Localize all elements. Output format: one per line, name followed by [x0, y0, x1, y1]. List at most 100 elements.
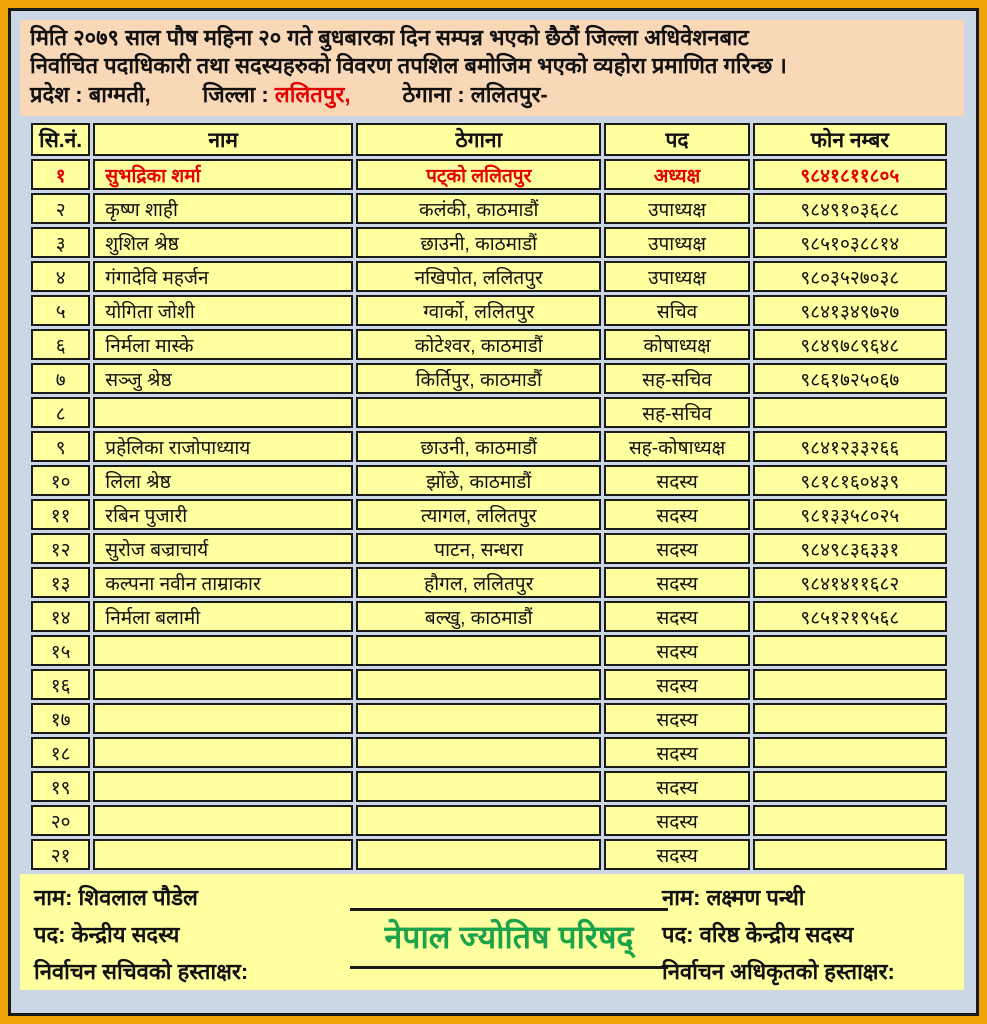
serial-cell: ७ [31, 363, 91, 394]
position-cell: कोषाध्यक्ष [604, 329, 750, 360]
address-cell: ग्वार्को, ललितपुर [356, 295, 602, 326]
position-cell: सदस्य [604, 737, 750, 768]
position-cell: सदस्य [604, 805, 750, 836]
phone-cell: ९८४९७८९६४८ [752, 329, 947, 360]
position-cell: सदस्य [604, 771, 750, 802]
secretary-name: नाम: शिवलाल पौडेल [34, 885, 198, 910]
address-cell [356, 397, 602, 428]
phone-cell [752, 397, 947, 428]
header-line-1: मिति २०७९ साल पौष महिना २० गते बुधबारका … [30, 25, 749, 50]
name-cell: सुभद्रिका शर्मा [93, 159, 354, 190]
column-header-name: नाम [93, 123, 354, 156]
name-cell: शुशिल श्रेष्ठ [93, 227, 354, 258]
header-line-2: निर्वाचित पदाधिकारी तथा सदस्यहरुको विवरण… [30, 53, 787, 78]
name-cell [93, 669, 354, 700]
address-cell: किर्तिपुर, काठमाडौं [356, 363, 602, 394]
position-cell: सह-सचिव [604, 397, 750, 428]
serial-cell: १४ [31, 601, 91, 632]
district-value: ललितपुर, [274, 82, 351, 107]
address-cell [356, 771, 602, 802]
phone-cell [752, 737, 947, 768]
name-cell [93, 737, 354, 768]
table-row: १९ सदस्य [31, 771, 947, 802]
phone-cell: ९८१३३५८०२५ [752, 499, 947, 530]
address-cell: छाउनी, काठमाडौं [356, 431, 602, 462]
position-cell: उपाध्यक्ष [604, 261, 750, 292]
name-cell [93, 839, 354, 870]
table-row: ३ शुशिल श्रेष्ठ छाउनी, काठमाडौं उपाध्यक्ष ९८… [31, 227, 947, 258]
officer-signature-label: निर्वाचन अधिकृतको हस्ताक्षर: [662, 959, 895, 984]
name-cell: सञ्जु श्रेष्ठ [93, 363, 354, 394]
phone-cell: ९८०३५२७०३८ [752, 261, 947, 292]
phone-cell: ९८५१०३८८१४ [752, 227, 947, 258]
name-cell [93, 635, 354, 666]
name-cell [93, 805, 354, 836]
name-cell [93, 703, 354, 734]
column-header-address: ठेगाना [356, 123, 602, 156]
phone-cell: ९८१८१६०४३९ [752, 465, 947, 496]
table-row: १३ कल्पना नवीन ताम्राकार हौगल, ललितपुर सदस्… [31, 567, 947, 598]
table-row: १५ सदस्य [31, 635, 947, 666]
serial-cell: १६ [31, 669, 91, 700]
address-cell: बल्खु, काठमाडौं [356, 601, 602, 632]
name-cell: प्रहेलिका राजोपाध्याय [93, 431, 354, 462]
phone-cell: ९८४१३४९७२७ [752, 295, 947, 326]
address-cell: हौगल, ललितपुर [356, 567, 602, 598]
roster-body: १ सुभद्रिका शर्मा पट्को ललितपुर अध्यक्ष ९८४१… [31, 159, 947, 870]
document-frame: मिति २०७९ साल पौष महिना २० गते बुधबारका … [8, 8, 979, 1016]
table-row: १६ सदस्य [31, 669, 947, 700]
address-cell [356, 805, 602, 836]
position-cell: सदस्य [604, 465, 750, 496]
phone-cell [752, 805, 947, 836]
name-cell: रबिन पुजारी [93, 499, 354, 530]
table-row: १२ सुरोज बज्राचार्य पाटन, सन्धरा सदस्य ९८४९८… [31, 533, 947, 564]
name-cell: लिला श्रेष्ठ [93, 465, 354, 496]
position-cell: सदस्य [604, 839, 750, 870]
position-cell: उपाध्यक्ष [604, 193, 750, 224]
phone-cell: ९८६१७२५०६७ [752, 363, 947, 394]
column-header-phone: फोन नम्बर [752, 123, 947, 156]
table-row: १७ सदस्य [31, 703, 947, 734]
serial-cell: १२ [31, 533, 91, 564]
address-cell [356, 669, 602, 700]
officer-name: नाम: लक्ष्मण पन्थी [662, 885, 805, 910]
serial-cell: १३ [31, 567, 91, 598]
serial-cell: १५ [31, 635, 91, 666]
serial-cell: ३ [31, 227, 91, 258]
column-header-serial: सि.नं. [31, 123, 91, 156]
serial-cell: ९ [31, 431, 91, 462]
officer-position: पद: वरिष्ठ केन्द्रीय सदस्य [662, 922, 854, 947]
table-row: ५ योगिता जोशी ग्वार्को, ललितपुर सचिव ९८४१३४९… [31, 295, 947, 326]
phone-cell: ९८४१८११८०५ [752, 159, 947, 190]
address-cell: त्यागल, ललितपुर [356, 499, 602, 530]
district-label: जिल्ला : [202, 82, 275, 107]
position-cell: सदस्य [604, 601, 750, 632]
position-cell: अध्यक्ष [604, 159, 750, 190]
name-cell: निर्मला मास्के [93, 329, 354, 360]
phone-cell [752, 771, 947, 802]
serial-cell: ४ [31, 261, 91, 292]
officials-table: सि.नं. नाम ठेगाना पद फोन नम्बर १ सुभद्रिक… [28, 120, 950, 873]
position-cell: सदस्य [604, 669, 750, 700]
address-cell [356, 635, 602, 666]
table-row: २१ सदस्य [31, 839, 947, 870]
table-row: २ कृष्ण शाही कलंकी, काठमाडौं उपाध्यक्ष ९८४९१… [31, 193, 947, 224]
position-cell: उपाध्यक्ष [604, 227, 750, 258]
phone-cell [752, 839, 947, 870]
signature-footer: नाम: शिवलाल पौडेल पद: केन्द्रीय सदस्य नि… [20, 874, 964, 990]
phone-cell: ९८४१४११६८२ [752, 567, 947, 598]
serial-cell: ५ [31, 295, 91, 326]
secretary-position: पद: केन्द्रीय सदस्य [34, 922, 180, 947]
serial-cell: १९ [31, 771, 91, 802]
phone-cell: ९८४९१०३६८८ [752, 193, 947, 224]
address-cell: झोंछे, काठमाडौं [356, 465, 602, 496]
serial-cell: २१ [31, 839, 91, 870]
position-cell: सदस्य [604, 635, 750, 666]
phone-cell [752, 669, 947, 700]
position-cell: सदस्य [604, 567, 750, 598]
serial-cell: ८ [31, 397, 91, 428]
table-row: १८ सदस्य [31, 737, 947, 768]
serial-cell: १ [31, 159, 91, 190]
name-cell: सुरोज बज्राचार्य [93, 533, 354, 564]
table-row: ११ रबिन पुजारी त्यागल, ललितपुर सदस्य ९८१३३५८… [31, 499, 947, 530]
